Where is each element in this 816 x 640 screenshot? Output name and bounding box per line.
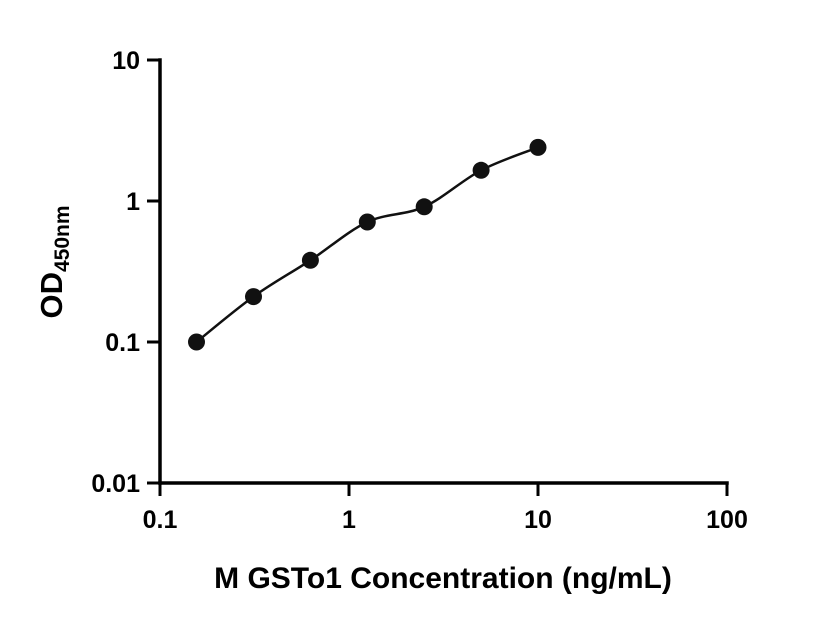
y-tick-label: 0.1: [105, 329, 140, 357]
x-tick-label: 100: [706, 506, 748, 534]
x-tick-label: 0.1: [143, 506, 178, 534]
y-axis-title-subscript: 450nm: [51, 205, 74, 272]
y-tick-label: 1: [126, 188, 140, 216]
y-tick-label: 10: [112, 47, 140, 75]
data-point: [188, 333, 205, 351]
data-point: [245, 288, 262, 306]
x-axis-title: M GSTo1 Concentration (ng/mL): [214, 562, 672, 595]
data-point: [529, 138, 547, 156]
data-point: [415, 198, 433, 216]
data-point: [358, 213, 376, 231]
y-tick-label: 0.01: [91, 470, 140, 498]
y-axis-title: OD450nm: [34, 205, 74, 318]
data-point: [472, 161, 490, 179]
y-axis-title-main: OD: [34, 272, 69, 319]
data-point: [301, 251, 319, 269]
x-tick-label: 10: [524, 506, 552, 534]
x-tick-label: 1: [342, 506, 356, 534]
